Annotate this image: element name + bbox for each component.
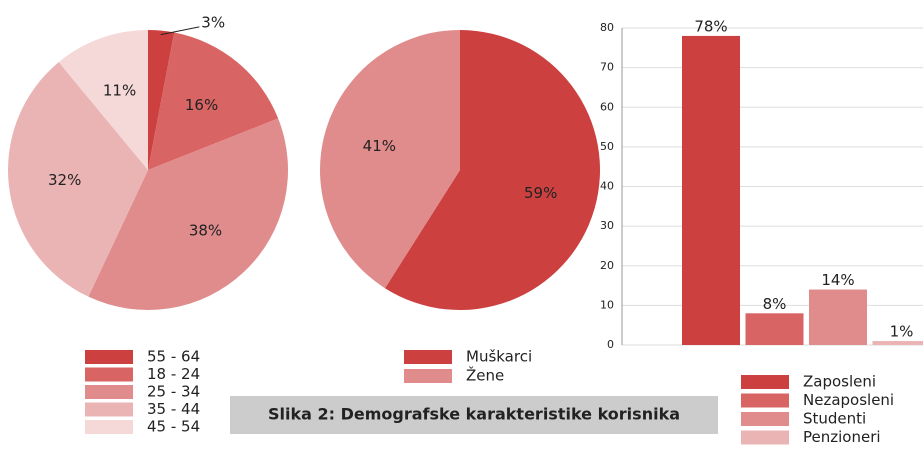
y-tick-label: 30 (600, 219, 614, 232)
legend-swatch (85, 420, 133, 434)
y-tick-label: 50 (600, 140, 614, 153)
pie-slice (148, 32, 279, 171)
legend-label: Zaposleni (803, 373, 876, 391)
legend-label: 35 - 44 (147, 400, 200, 418)
pie-slice (319, 29, 460, 289)
legend-label: Penzioneri (803, 428, 881, 446)
caption-box (230, 396, 718, 434)
data-label: 41% (363, 137, 396, 155)
legend-label: Nezaposleni (803, 391, 894, 409)
legend-swatch (85, 350, 133, 364)
legend-label: 18 - 24 (147, 365, 200, 383)
legend-label: 45 - 54 (147, 418, 200, 436)
legend-swatch (741, 375, 789, 389)
y-tick-label: 80 (600, 21, 614, 34)
pie-slice (58, 30, 148, 170)
data-label: 3% (201, 13, 225, 31)
legend-label: Muškarci (466, 348, 532, 366)
y-tick-label: 20 (600, 259, 614, 272)
pie-slice (88, 118, 288, 311)
leader-line (160, 26, 200, 36)
legend-label: 25 - 34 (147, 383, 200, 401)
data-label: 16% (185, 96, 218, 114)
y-tick-label: 10 (600, 298, 614, 311)
data-label: 38% (189, 222, 222, 240)
legend-swatch (85, 367, 133, 382)
data-label: 1% (890, 323, 914, 341)
data-label: 78% (694, 17, 727, 35)
legend-swatch (404, 350, 452, 364)
pie-slice (384, 30, 600, 310)
legend-swatch (741, 430, 789, 445)
data-label: 32% (48, 171, 81, 189)
legend-swatch (85, 402, 133, 417)
legend-swatch (404, 369, 452, 383)
data-label: 11% (103, 81, 136, 99)
data-label: 8% (763, 295, 787, 313)
pie-slice (148, 30, 175, 170)
pie-slice (8, 62, 149, 297)
data-label: 59% (524, 184, 557, 202)
bar (809, 289, 867, 345)
bar (745, 313, 804, 345)
legend-swatch (85, 385, 133, 399)
data-label: 14% (821, 271, 854, 289)
legend-swatch (741, 412, 789, 426)
y-tick-label: 60 (600, 100, 614, 113)
legend-swatch (741, 393, 789, 408)
bar (682, 35, 740, 346)
legend-label: 55 - 64 (147, 348, 200, 366)
legend-label: Studenti (803, 410, 866, 428)
y-tick-label: 70 (600, 61, 614, 74)
bar (872, 341, 923, 345)
y-tick-label: 40 (600, 180, 614, 193)
y-tick-label: 0 (607, 338, 614, 351)
caption: Slika 2: Demografske karakteristike kori… (268, 405, 680, 424)
legend-label: Žene (466, 366, 504, 385)
